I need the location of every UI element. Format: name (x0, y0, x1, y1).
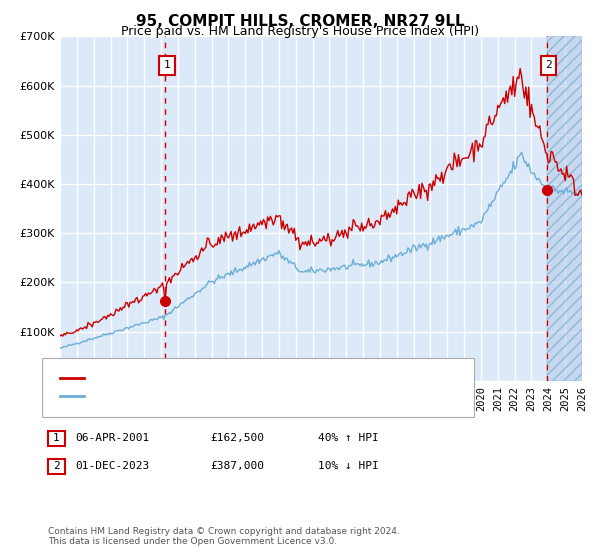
Text: 95, COMPIT HILLS, CROMER, NR27 9LL (detached house): 95, COMPIT HILLS, CROMER, NR27 9LL (deta… (90, 373, 385, 383)
Text: Contains HM Land Registry data © Crown copyright and database right 2024.
This d: Contains HM Land Registry data © Crown c… (48, 526, 400, 546)
Bar (547, 36, 582, 381)
Text: 1: 1 (53, 433, 60, 444)
FancyBboxPatch shape (159, 56, 175, 75)
Text: £162,500: £162,500 (210, 433, 264, 444)
FancyBboxPatch shape (541, 56, 556, 75)
Text: 40% ↑ HPI: 40% ↑ HPI (318, 433, 379, 444)
Text: 01-DEC-2023: 01-DEC-2023 (75, 461, 149, 472)
Text: 1: 1 (163, 60, 170, 71)
Text: 2: 2 (53, 461, 60, 472)
Text: 06-APR-2001: 06-APR-2001 (75, 433, 149, 444)
Text: 95, COMPIT HILLS, CROMER, NR27 9LL: 95, COMPIT HILLS, CROMER, NR27 9LL (136, 14, 464, 29)
Text: HPI: Average price, detached house, North Norfolk: HPI: Average price, detached house, Nort… (90, 391, 353, 402)
Bar (547, 36, 582, 381)
Text: Price paid vs. HM Land Registry's House Price Index (HPI): Price paid vs. HM Land Registry's House … (121, 25, 479, 38)
Text: 2: 2 (545, 60, 552, 71)
Text: 10% ↓ HPI: 10% ↓ HPI (318, 461, 379, 472)
Text: £387,000: £387,000 (210, 461, 264, 472)
